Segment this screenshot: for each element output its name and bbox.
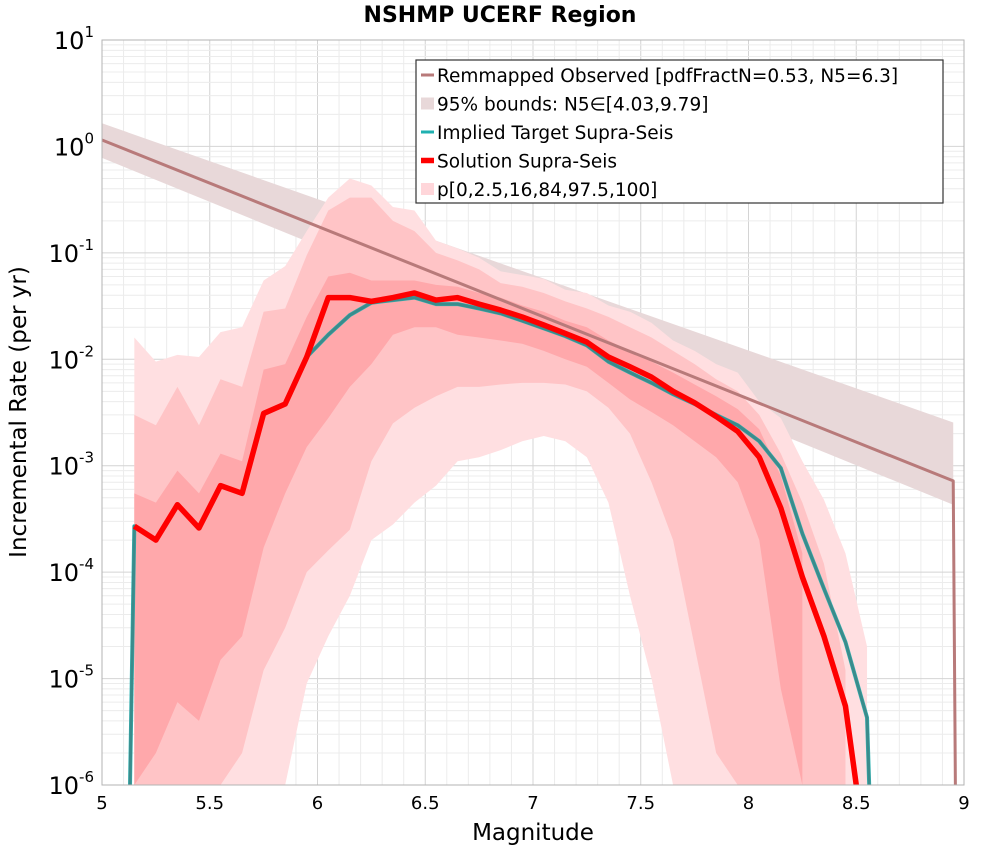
legend-swatch-band xyxy=(421,183,434,195)
x-axis-label: Magnitude xyxy=(472,820,594,846)
y-tick-label: 10-5 xyxy=(48,662,94,694)
y-tick-label: 100 xyxy=(54,129,94,161)
solution-line xyxy=(132,290,859,786)
legend-label: Remmapped Observed [pdfFractN=0.53, N5=6… xyxy=(437,66,898,87)
observed-line xyxy=(101,138,957,786)
y-tick-label: 10-2 xyxy=(48,342,94,374)
legend-box xyxy=(415,59,944,204)
y-ticks: 101 100 10-1 10-2 10-3 10-4 10-5 10-6 xyxy=(48,23,94,800)
x-tick-label: 9 xyxy=(958,793,969,814)
legend-label: p[0,2.5,16,84,97.5,100] xyxy=(437,180,657,201)
x-tick-label: 6 xyxy=(312,793,323,814)
x-tick-label: 5 xyxy=(96,793,107,814)
x-tick-label: 5.5 xyxy=(195,793,224,814)
legend-swatch-band xyxy=(421,97,434,110)
x-tick-label: 7 xyxy=(527,793,538,814)
plot-frame xyxy=(101,39,965,786)
legend-label: Solution Supra-Seis xyxy=(437,152,617,173)
y-tick-label: 10-3 xyxy=(48,449,94,481)
x-ticks: 5 5.5 6 6.5 7 7.5 8 8.5 9 xyxy=(96,793,969,814)
y-tick-label: 10-4 xyxy=(48,555,94,587)
x-tick-label: 8.5 xyxy=(842,793,871,814)
legend-label: 95% bounds: N5∈[4.03,9.79] xyxy=(437,95,708,116)
legend: Remmapped Observed [pdfFractN=0.53, N5=6… xyxy=(415,59,944,204)
y-tick-label: 101 xyxy=(54,23,94,55)
legend-label: Implied Target Supra-Seis xyxy=(437,123,673,144)
x-tick-label: 6.5 xyxy=(411,793,440,814)
series-lines xyxy=(101,138,957,786)
y-tick-label: 10-1 xyxy=(48,236,94,268)
x-tick-label: 7.5 xyxy=(626,793,655,814)
y-tick-label: 10-6 xyxy=(48,768,94,800)
y-axis-label: Incremental Rate (per yr) xyxy=(6,266,32,558)
x-tick-label: 8 xyxy=(743,793,754,814)
band-p16-p84 xyxy=(134,272,803,785)
chart-title: NSHMP UCERF Region xyxy=(364,3,637,28)
